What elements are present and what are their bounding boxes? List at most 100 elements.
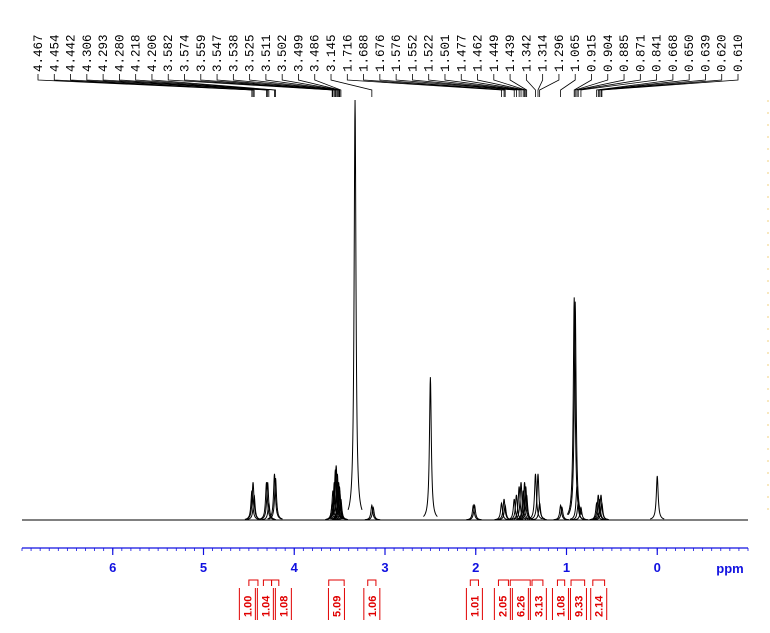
- peak-connector: [86, 74, 267, 97]
- peak-connector: [412, 74, 517, 97]
- peak-connector: [102, 74, 269, 97]
- peak-connector: [379, 74, 506, 97]
- peak-connector: [576, 74, 625, 97]
- x-tick-label: 5: [200, 560, 207, 575]
- peak-label: 1.477: [455, 34, 469, 72]
- peak-label: 4.218: [130, 34, 144, 72]
- integral-range: [262, 579, 273, 586]
- peak-label: 0.650: [683, 34, 697, 72]
- peak-label: 3.582: [162, 34, 176, 72]
- peak-connector: [249, 74, 338, 97]
- peak-label: 3.145: [325, 34, 339, 72]
- signal-peak: [571, 501, 586, 521]
- peak-label: 1.501: [439, 34, 453, 72]
- x-tick-label: 6: [109, 560, 116, 575]
- integral-label: 1.06: [367, 596, 379, 617]
- signal-peak: [267, 473, 282, 520]
- integral-label: 3.13: [533, 596, 545, 617]
- x-tick-label: 2: [472, 560, 479, 575]
- peak-connector: [577, 74, 641, 97]
- peak-label: 0.620: [716, 34, 730, 72]
- peak-label: 1.065: [569, 34, 583, 72]
- integral-range: [509, 579, 531, 586]
- integral-label: 2.14: [594, 595, 606, 617]
- peak-connector: [184, 74, 334, 97]
- peak-label: 4.280: [113, 34, 127, 72]
- x-tick-label: 0: [654, 560, 661, 575]
- integral-label: 5.09: [331, 596, 343, 617]
- peak-label: 4.306: [81, 34, 95, 72]
- peak-label: 1.688: [358, 34, 372, 72]
- peak-label: 3.499: [292, 34, 306, 72]
- integral-label: 2.05: [497, 596, 509, 617]
- peak-connector: [428, 74, 520, 97]
- signal-peak: [517, 482, 532, 520]
- peak-label: 1.439: [504, 34, 518, 72]
- signal-peak: [467, 503, 482, 521]
- peak-label: 0.871: [634, 34, 648, 72]
- peak-label: 0.639: [699, 34, 713, 72]
- peak-connector: [298, 74, 341, 97]
- peak-connector: [444, 74, 522, 97]
- peak-label: 4.454: [48, 34, 62, 72]
- integral-range: [592, 579, 606, 586]
- peak-label: 4.467: [32, 34, 46, 72]
- signal-peak: [330, 473, 345, 520]
- peak-connector: [580, 74, 658, 97]
- peak-connector: [597, 74, 690, 97]
- signal-peak: [554, 506, 570, 521]
- signal-peak: [573, 506, 588, 521]
- peak-label: 0.610: [732, 34, 746, 72]
- peak-connector: [346, 74, 502, 97]
- integral-range: [556, 579, 566, 586]
- peak-connector: [509, 74, 528, 97]
- integral-label: 1.08: [555, 596, 567, 617]
- integral-range: [570, 579, 586, 586]
- signal-peak: [594, 501, 609, 521]
- peak-connector: [232, 74, 337, 97]
- peak-label: 1.342: [520, 34, 534, 72]
- peak-connector: [265, 74, 340, 97]
- peak-label: 3.511: [260, 34, 274, 72]
- peak-connector: [537, 74, 544, 97]
- peak-label: 3.547: [211, 34, 225, 72]
- peak-label: 1.296: [553, 34, 567, 72]
- peak-connector: [493, 74, 527, 97]
- signal-peak: [247, 494, 262, 520]
- peak-connector: [37, 74, 253, 97]
- peak-label: 1.576: [390, 34, 404, 72]
- peak-label: 4.293: [97, 34, 111, 72]
- peak-connector: [600, 74, 723, 97]
- peak-connector: [314, 74, 342, 97]
- integral-range: [531, 579, 544, 586]
- x-tick-label: 4: [291, 560, 299, 575]
- integral-label: 1.04: [260, 595, 272, 617]
- integral-range: [328, 579, 345, 586]
- peak-label: 0.841: [651, 34, 665, 72]
- signal-peak: [347, 99, 363, 511]
- peak-connector: [363, 74, 505, 97]
- peak-label: 0.915: [585, 34, 599, 72]
- peak-connector: [598, 74, 706, 97]
- integral-label: 1.01: [469, 596, 481, 617]
- signal-peak: [333, 498, 348, 520]
- integral-range: [367, 579, 377, 586]
- peak-label: 1.314: [537, 34, 551, 72]
- peak-connector: [560, 74, 576, 97]
- signal-peak: [567, 301, 583, 516]
- peak-label: 3.525: [244, 34, 258, 72]
- integral-range: [497, 579, 509, 586]
- peak-label: 0.668: [667, 34, 681, 72]
- peak-label: 1.449: [488, 34, 502, 72]
- peak-label: 4.206: [146, 34, 160, 72]
- signal-peak: [268, 477, 283, 520]
- integral-label: 1.08: [278, 596, 290, 617]
- peak-connector: [216, 74, 336, 97]
- signal-peak: [494, 501, 509, 521]
- integral-label: 1.00: [242, 596, 254, 617]
- integral-range: [469, 579, 479, 586]
- peak-label: 0.904: [602, 34, 616, 72]
- signal-peak: [513, 482, 529, 520]
- peak-label: 1.676: [374, 34, 388, 72]
